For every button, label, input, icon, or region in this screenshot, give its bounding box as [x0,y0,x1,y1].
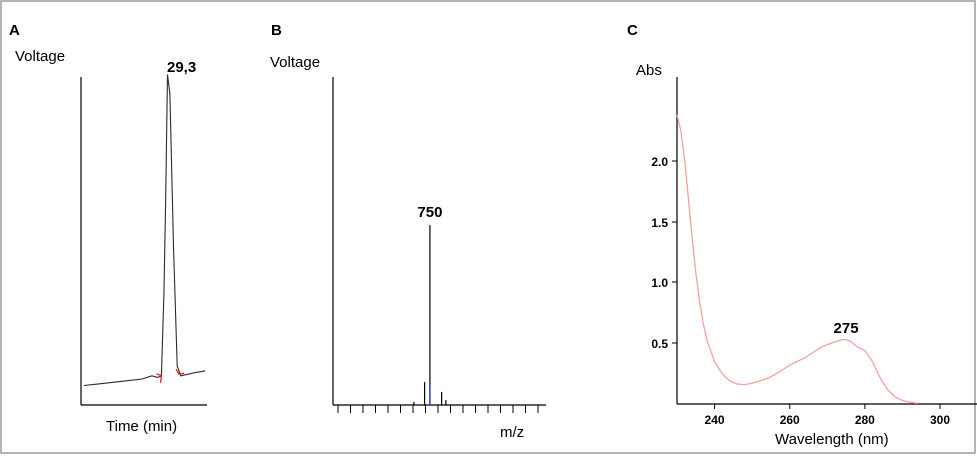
panel-a-letter: A [9,22,20,39]
panel-b-tick-marks [337,405,539,413]
panel-c-x-tick-label: 280 [855,413,875,427]
panel-c-x-tick-label: 240 [705,413,725,427]
panel-a-ylabel: Voltage [15,48,65,65]
panel-c-y-ticks: 0.5 1.0 1.5 2.0 [651,155,677,351]
panel-a-chromatogram-trace [83,74,206,387]
panel-c-y-tick-label: 2.0 [651,155,668,169]
panel-c-peak-label: 275 [834,320,859,337]
panel-c-y-tick-label: 1.0 [651,276,668,290]
panel-b-letter: B [271,22,282,39]
panel-a: A Voltage 29,3 Time (min) [9,22,207,435]
panel-c-x-tick-label: 260 [780,413,800,427]
panel-c-x-ticks: 240 260 280 300 [705,404,950,427]
panel-b-xlabel: m/z [500,424,524,441]
panel-c-ylabel: Abs [636,62,662,79]
panel-c-xlabel: Wavelength (nm) [775,431,889,448]
panel-c-y-tick-label: 0.5 [651,337,668,351]
panel-a-xlabel: Time (min) [106,418,177,435]
panel-b-peak-label: 750 [417,204,442,221]
panel-c-x-tick-label: 300 [930,413,950,427]
panel-c: C Abs 0.5 1.0 1.5 2.0 240 260 280 300 275 Wave… [627,22,977,448]
panel-a-baseline-end-mark [175,368,185,375]
panel-c-y-tick-label: 1.5 [651,216,668,230]
panel-a-peak-label: 29,3 [167,59,196,76]
panel-b: B Voltage 750 m/z [270,22,546,441]
panel-c-letter: C [627,22,638,39]
panel-a-baseline-start-mark [156,373,163,383]
panel-b-mass-peaks [413,225,447,405]
panel-b-ylabel: Voltage [270,54,320,71]
panel-c-uv-spectrum-trace [676,114,918,405]
